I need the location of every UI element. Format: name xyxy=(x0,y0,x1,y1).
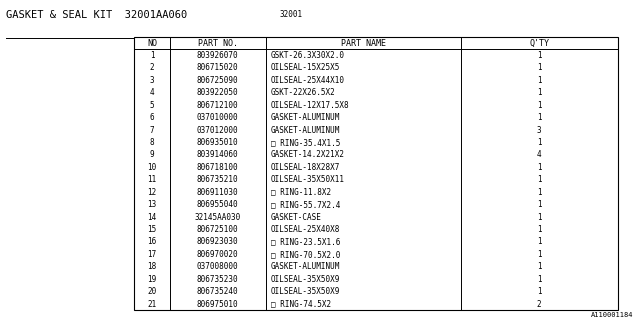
Text: 1: 1 xyxy=(537,262,541,271)
Text: 1: 1 xyxy=(537,51,541,60)
Text: 1: 1 xyxy=(537,225,541,234)
Text: 803926070: 803926070 xyxy=(196,51,239,60)
Text: 806735210: 806735210 xyxy=(196,175,239,184)
Text: 3: 3 xyxy=(537,125,541,135)
Text: 10: 10 xyxy=(147,163,157,172)
Text: 4: 4 xyxy=(150,88,154,97)
Text: 803914060: 803914060 xyxy=(196,150,239,159)
Text: 5: 5 xyxy=(150,101,154,110)
Text: OILSEAL-18X28X7: OILSEAL-18X28X7 xyxy=(271,163,340,172)
Text: PART NAME: PART NAME xyxy=(340,38,386,47)
Text: □ RING-70.5X2.0: □ RING-70.5X2.0 xyxy=(271,250,340,259)
Text: 1: 1 xyxy=(537,188,541,197)
Text: Q'TY: Q'TY xyxy=(529,38,549,47)
Text: 2: 2 xyxy=(537,300,541,309)
Text: 18: 18 xyxy=(147,262,157,271)
Text: GSKT-26.3X30X2.0: GSKT-26.3X30X2.0 xyxy=(271,51,345,60)
Text: GASKET-ALUMINUM: GASKET-ALUMINUM xyxy=(271,113,340,122)
Text: 1: 1 xyxy=(537,275,541,284)
Text: OILSEAL-25X40X8: OILSEAL-25X40X8 xyxy=(271,225,340,234)
Text: 806911030: 806911030 xyxy=(196,188,239,197)
Text: 1: 1 xyxy=(537,250,541,259)
Text: A110001184: A110001184 xyxy=(591,312,634,318)
Text: 2: 2 xyxy=(150,63,154,72)
Text: 806735230: 806735230 xyxy=(196,275,239,284)
Text: □ RING-74.5X2: □ RING-74.5X2 xyxy=(271,300,331,309)
Text: PART NO.: PART NO. xyxy=(198,38,237,47)
Text: OILSEAL-35X50X11: OILSEAL-35X50X11 xyxy=(271,175,345,184)
Text: 1: 1 xyxy=(537,163,541,172)
Text: 6: 6 xyxy=(150,113,154,122)
Text: 7: 7 xyxy=(150,125,154,135)
Text: 1: 1 xyxy=(537,101,541,110)
Text: OILSEAL-25X44X10: OILSEAL-25X44X10 xyxy=(271,76,345,85)
Text: 17: 17 xyxy=(147,250,157,259)
Text: □ RING-55.7X2.4: □ RING-55.7X2.4 xyxy=(271,200,340,209)
Text: 1: 1 xyxy=(537,88,541,97)
Text: 16: 16 xyxy=(147,237,157,246)
Text: 806715020: 806715020 xyxy=(196,63,239,72)
Text: GASKET-14.2X21X2: GASKET-14.2X21X2 xyxy=(271,150,345,159)
Text: 806725090: 806725090 xyxy=(196,76,239,85)
Text: 3: 3 xyxy=(150,76,154,85)
Text: 12: 12 xyxy=(147,188,157,197)
Text: 806935010: 806935010 xyxy=(196,138,239,147)
Text: 1: 1 xyxy=(150,51,154,60)
Text: 15: 15 xyxy=(147,225,157,234)
Text: 806712100: 806712100 xyxy=(196,101,239,110)
Text: 9: 9 xyxy=(150,150,154,159)
Text: 32145AA030: 32145AA030 xyxy=(195,212,241,222)
Text: GSKT-22X26.5X2: GSKT-22X26.5X2 xyxy=(271,88,335,97)
Text: OILSEAL-15X25X5: OILSEAL-15X25X5 xyxy=(271,63,340,72)
Text: 803922050: 803922050 xyxy=(196,88,239,97)
Text: 32001: 32001 xyxy=(280,10,303,19)
Text: 1: 1 xyxy=(537,63,541,72)
Text: 037008000: 037008000 xyxy=(196,262,239,271)
Text: 20: 20 xyxy=(147,287,157,296)
Text: 1: 1 xyxy=(537,212,541,222)
Text: GASKET & SEAL KIT  32001AA060: GASKET & SEAL KIT 32001AA060 xyxy=(6,10,188,20)
Text: 1: 1 xyxy=(537,138,541,147)
Text: □ RING-23.5X1.6: □ RING-23.5X1.6 xyxy=(271,237,340,246)
Text: 1: 1 xyxy=(537,287,541,296)
Text: 806975010: 806975010 xyxy=(196,300,239,309)
Text: 13: 13 xyxy=(147,200,157,209)
Text: 1: 1 xyxy=(537,200,541,209)
Text: □ RING-11.8X2: □ RING-11.8X2 xyxy=(271,188,331,197)
Text: 1: 1 xyxy=(537,175,541,184)
Text: 806725100: 806725100 xyxy=(196,225,239,234)
Text: 4: 4 xyxy=(537,150,541,159)
Text: 11: 11 xyxy=(147,175,157,184)
Text: 8: 8 xyxy=(150,138,154,147)
Text: GASKET-ALUMINUM: GASKET-ALUMINUM xyxy=(271,125,340,135)
Text: GASKET-CASE: GASKET-CASE xyxy=(271,212,321,222)
Text: OILSEAL-12X17.5X8: OILSEAL-12X17.5X8 xyxy=(271,101,349,110)
Text: 21: 21 xyxy=(147,300,157,309)
Text: GASKET-ALUMINUM: GASKET-ALUMINUM xyxy=(271,262,340,271)
Text: OILSEAL-35X50X9: OILSEAL-35X50X9 xyxy=(271,287,340,296)
Text: 806735240: 806735240 xyxy=(196,287,239,296)
Text: 037010000: 037010000 xyxy=(196,113,239,122)
Text: 806970020: 806970020 xyxy=(196,250,239,259)
Bar xyxy=(134,37,618,310)
Text: OILSEAL-35X50X9: OILSEAL-35X50X9 xyxy=(271,275,340,284)
Text: □ RING-35.4X1.5: □ RING-35.4X1.5 xyxy=(271,138,340,147)
Text: 806923030: 806923030 xyxy=(196,237,239,246)
Text: 14: 14 xyxy=(147,212,157,222)
Text: 1: 1 xyxy=(537,76,541,85)
Text: 19: 19 xyxy=(147,275,157,284)
Text: 1: 1 xyxy=(537,113,541,122)
Text: NO: NO xyxy=(147,38,157,47)
Text: 1: 1 xyxy=(537,237,541,246)
Text: 037012000: 037012000 xyxy=(196,125,239,135)
Text: 806955040: 806955040 xyxy=(196,200,239,209)
Text: 806718100: 806718100 xyxy=(196,163,239,172)
